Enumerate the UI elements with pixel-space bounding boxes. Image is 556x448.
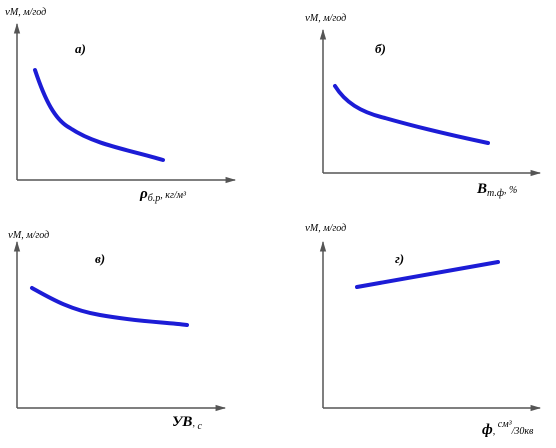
- x-label: УВ, с: [172, 414, 202, 432]
- y-label: vМ, м/год: [305, 222, 346, 234]
- unit: , м/год: [318, 223, 346, 234]
- curve: [333, 84, 490, 145]
- subscript: М: [9, 7, 19, 18]
- symbol: v: [5, 6, 10, 18]
- symbol: v: [305, 12, 310, 24]
- symbol: УВ: [172, 414, 192, 430]
- unit: , м/год: [318, 13, 346, 24]
- x-label: ρб.р, кг/м³: [139, 186, 187, 204]
- sep: ,: [160, 190, 165, 201]
- unit: , м/год: [18, 7, 46, 18]
- panel-letter: а): [75, 41, 86, 56]
- unit: , м/год: [21, 230, 49, 241]
- y-label: vМ, м/год: [8, 229, 49, 241]
- y-label: vМ, м/год: [305, 12, 346, 24]
- unit: , %: [504, 185, 517, 196]
- unit-sup: см³: [498, 419, 513, 430]
- symbol: v: [8, 229, 13, 241]
- unit: кг/м³: [165, 190, 187, 201]
- subscript: М: [309, 223, 319, 234]
- curve: [30, 286, 189, 327]
- x-label: ф, см³/30кв: [482, 419, 534, 438]
- panel-c: vМ, м/год в) УВ, с: [8, 229, 227, 432]
- x-label: Bт.ф, %: [476, 181, 517, 199]
- symbol: ф: [482, 422, 493, 438]
- subscript: М: [12, 230, 22, 241]
- panel-d: vМ, м/год г) ф, см³/30кв: [305, 222, 542, 438]
- symbol: B: [476, 181, 487, 197]
- subscript: б.р: [148, 193, 161, 204]
- sep: ,: [493, 426, 498, 437]
- unit: /30кв: [511, 426, 534, 437]
- panel-letter: б): [375, 41, 386, 56]
- symbol: ρ: [139, 186, 148, 202]
- y-label: vМ, м/год: [5, 6, 46, 18]
- panel-letter: в): [95, 251, 105, 266]
- unit: с: [197, 421, 202, 432]
- curve: [355, 260, 500, 289]
- subscript: т.ф: [487, 188, 504, 199]
- panel-letter: г): [395, 251, 404, 266]
- subscript: М: [309, 13, 319, 24]
- curve: [33, 68, 165, 162]
- symbol: v: [305, 222, 310, 234]
- panel-b: vМ, м/год б) Bт.ф, %: [305, 12, 542, 199]
- panel-a: vМ, м/год а) ρб.р, кг/м³: [5, 6, 237, 204]
- sep: ,: [192, 418, 197, 429]
